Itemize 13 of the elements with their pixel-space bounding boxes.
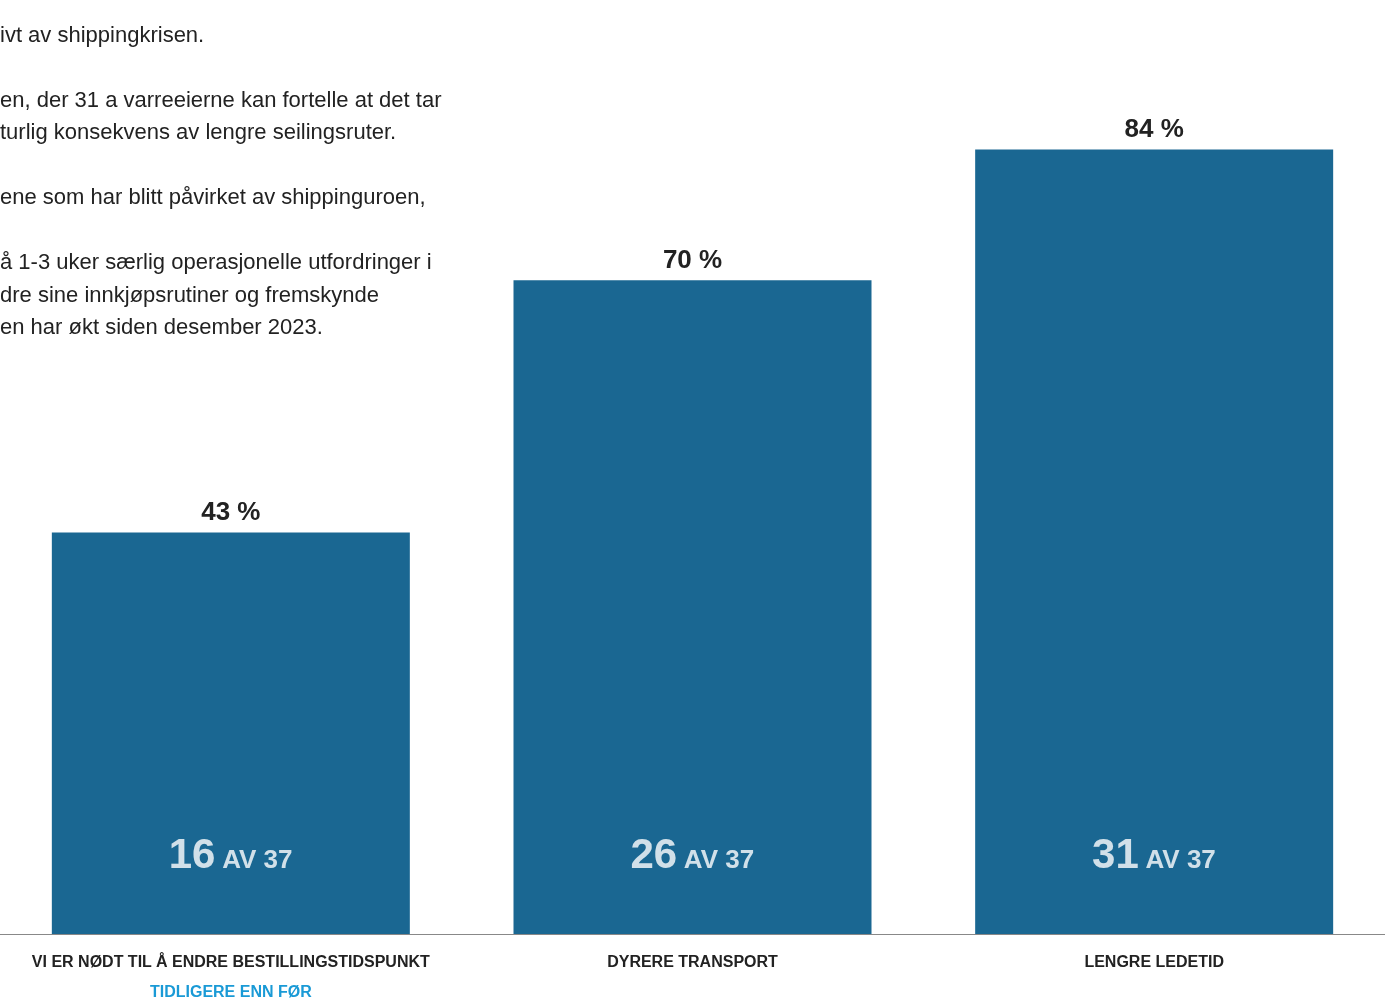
annotation: 26 AV 37 [630,829,755,877]
data-label: 43 % [201,496,261,527]
annotation: å 1-3 uker særlig operasjonelle utfordringer i dre sine innkjøpsrutiner og fremskynde en har økt siden desember 2023. [0,249,432,340]
data-label: 84 % [1124,113,1184,144]
annotation: ene som har blitt påvirket av shippinguroen, [0,184,426,210]
x-tick-label: DYRERE TRANSPORT [607,952,779,970]
text: en, der 31 a varreeierne kan fortelle at det tar turlig konsekvens av lengre seilingsruter. [0,86,442,145]
text: ivt av shippingkrisen. [0,21,205,47]
annotation: 16 AV 37 [168,829,293,877]
x-tick-label: LENGRE LEDETID [1084,952,1224,970]
data-label: 70 % [662,244,723,275]
annotation: 31 AV 37 [1092,829,1216,877]
x-tick-label: VI ER NØDT TIL Å ENDRE BESTILLINGSTIDSPUNKT TIDLIGERE ENN FØR [31,951,431,999]
